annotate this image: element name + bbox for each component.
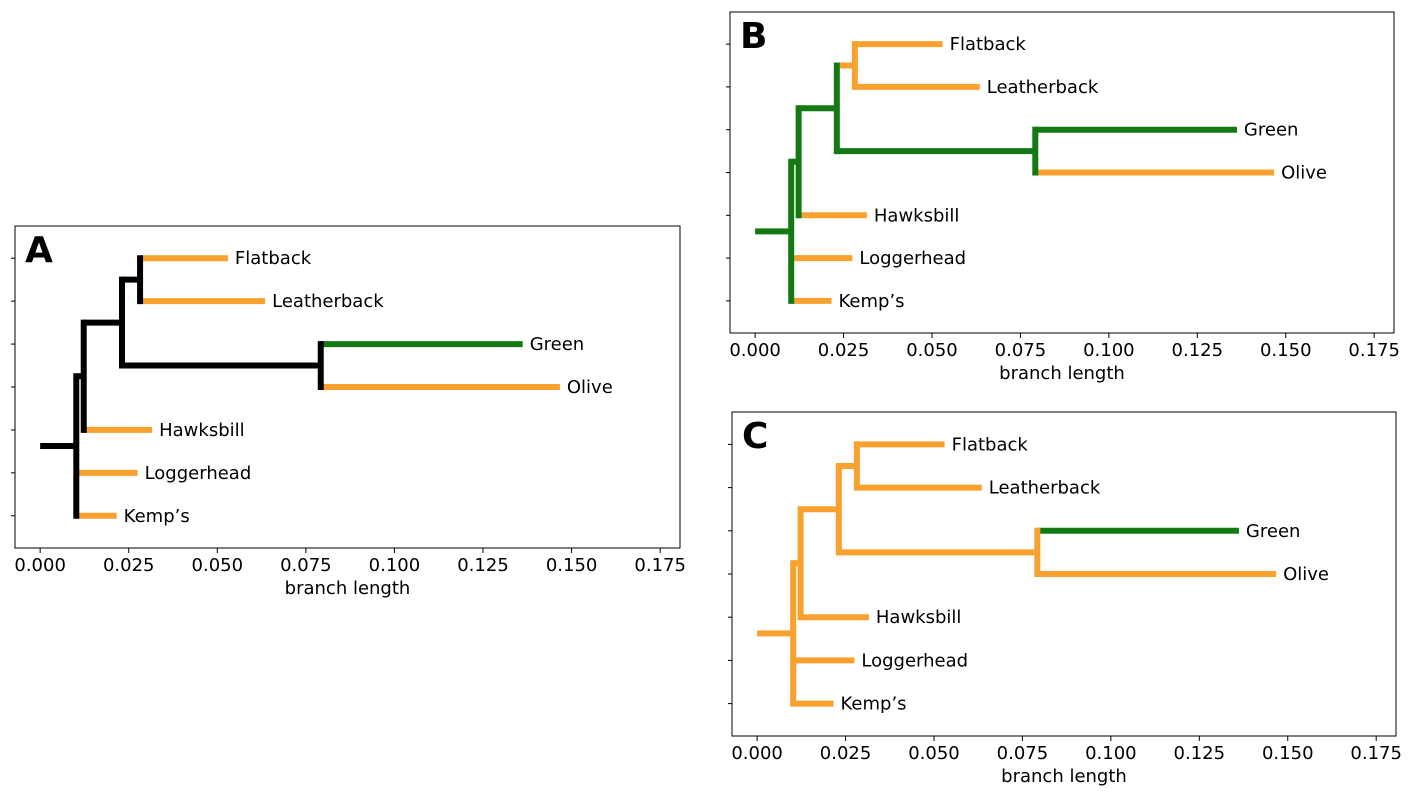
leaf-label: Loggerhead — [859, 248, 966, 269]
leaf-label: Green — [530, 334, 585, 355]
x-axis-label: branch length — [1001, 766, 1127, 787]
x-tick-label: 0.100 — [1083, 340, 1135, 361]
leaf-label: Kemp’s — [124, 506, 190, 527]
x-tick-label: 0.000 — [729, 340, 781, 361]
leaf-label: Kemp’s — [839, 291, 905, 312]
leaf-label: Hawksbill — [874, 205, 960, 226]
x-tick-label: 0.075 — [995, 340, 1047, 361]
x-tick-label: 0.075 — [997, 743, 1049, 764]
leaf-label: Hawksbill — [876, 607, 962, 628]
x-tick-label: 0.150 — [1260, 340, 1312, 361]
x-tick-label: 0.150 — [1262, 743, 1314, 764]
leaf-label: Green — [1246, 521, 1301, 542]
panel-label: B — [740, 16, 767, 57]
x-tick-label: 0.100 — [369, 555, 421, 576]
x-tick-label: 0.125 — [1174, 743, 1226, 764]
x-tick-label: 0.025 — [820, 743, 872, 764]
leaf-label: Loggerhead — [861, 650, 968, 671]
x-tick-label: 0.075 — [280, 555, 332, 576]
x-tick-label: 0.100 — [1085, 743, 1137, 764]
x-tick-label: 0.050 — [908, 743, 960, 764]
leaf-label: Hawksbill — [159, 420, 245, 441]
panel-label: A — [25, 230, 53, 271]
leaf-label: Flatback — [950, 34, 1027, 55]
leaf-label: Olive — [1283, 564, 1329, 585]
leaf-label: Leatherback — [987, 77, 1099, 98]
leaf-label: Green — [1244, 120, 1299, 141]
x-tick-label: 0.125 — [457, 555, 509, 576]
leaf-label: Leatherback — [989, 478, 1101, 499]
x-tick-label: 0.175 — [634, 555, 686, 576]
x-tick-label: 0.000 — [731, 743, 783, 764]
leaf-label: Flatback — [952, 434, 1029, 455]
leaf-label: Olive — [567, 377, 613, 398]
x-tick-label: 0.025 — [818, 340, 870, 361]
x-tick-label: 0.050 — [906, 340, 958, 361]
x-tick-label: 0.125 — [1172, 340, 1224, 361]
x-tick-label: 0.150 — [546, 555, 598, 576]
x-tick-label: 0.025 — [103, 555, 155, 576]
leaf-label: Loggerhead — [145, 463, 252, 484]
leaf-label: Leatherback — [272, 291, 384, 312]
panel-label: C — [742, 416, 768, 457]
leaf-label: Olive — [1281, 163, 1327, 184]
x-tick-label: 0.175 — [1348, 340, 1400, 361]
x-tick-label: 0.000 — [14, 555, 66, 576]
x-axis-label: branch length — [999, 363, 1125, 384]
x-axis-label: branch length — [285, 578, 411, 599]
leaf-label: Flatback — [235, 248, 312, 269]
x-tick-label: 0.050 — [192, 555, 244, 576]
leaf-label: Kemp’s — [841, 694, 907, 715]
x-tick-label: 0.175 — [1350, 743, 1402, 764]
